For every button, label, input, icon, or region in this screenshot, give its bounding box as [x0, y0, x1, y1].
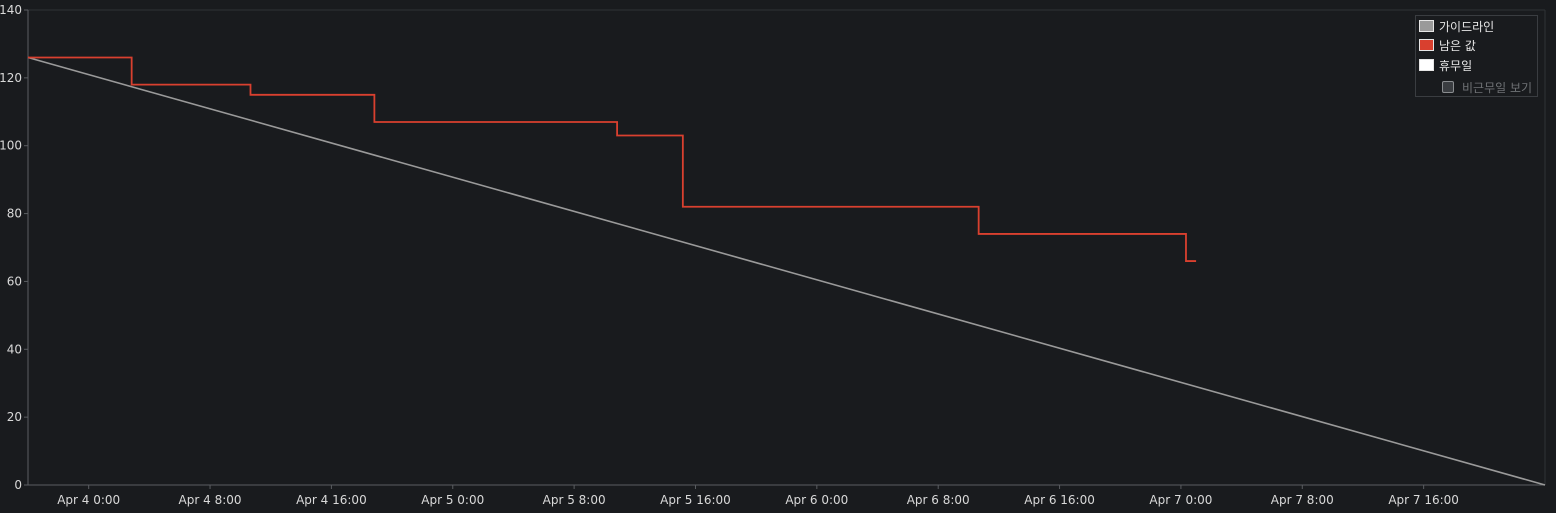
x-tick-label: Apr 4 0:00: [57, 493, 120, 507]
x-tick-label: Apr 5 16:00: [660, 493, 731, 507]
legend-label-remaining: 남은 값: [1439, 38, 1476, 53]
legend-swatch-holiday: [1419, 59, 1434, 71]
y-tick-label: 20: [7, 410, 22, 424]
x-tick-label: Apr 7 8:00: [1271, 493, 1334, 507]
x-tick-label: Apr 4 16:00: [296, 493, 367, 507]
x-tick-label: Apr 5 8:00: [543, 493, 606, 507]
show-nonworking-days-checkbox[interactable]: [1442, 81, 1454, 93]
x-tick-label: Apr 6 16:00: [1024, 493, 1095, 507]
legend-swatch-guideline: [1419, 20, 1434, 32]
chart-legend: 가이드라인 남은 값 휴무일 비근무일 보기: [1415, 15, 1538, 97]
guideline-series-line: [27, 56, 1546, 486]
remaining-series-line: [28, 56, 1197, 262]
x-tick-label: Apr 7 16:00: [1388, 493, 1459, 507]
legend-swatch-remaining: [1419, 39, 1434, 51]
x-tick-label: Apr 5 0:00: [421, 493, 484, 507]
x-tick-label: Apr 7 0:00: [1149, 493, 1212, 507]
x-tick-label: Apr 6 0:00: [785, 493, 848, 507]
legend-item-guideline[interactable]: 가이드라인: [1419, 18, 1494, 34]
legend-label-holiday: 휴무일: [1439, 58, 1473, 73]
y-tick-label: 140: [0, 3, 22, 17]
legend-item-remaining[interactable]: 남은 값: [1419, 37, 1476, 53]
y-tick-label: 60: [7, 274, 22, 288]
legend-item-holiday[interactable]: 휴무일: [1419, 57, 1472, 73]
legend-label-guideline: 가이드라인: [1439, 19, 1495, 34]
y-tick-label: 100: [0, 139, 22, 153]
y-tick-label: 120: [0, 71, 22, 85]
y-tick-label: 0: [14, 478, 22, 492]
y-tick-label: 40: [7, 342, 22, 356]
x-tick-label: Apr 4 8:00: [179, 493, 242, 507]
y-tick-label: 80: [7, 207, 22, 221]
x-tick-label: Apr 6 8:00: [907, 493, 970, 507]
show-nonworking-days-label: 비근무일 보기: [1462, 80, 1533, 95]
show-nonworking-days-toggle[interactable]: 비근무일 보기: [1442, 79, 1532, 95]
